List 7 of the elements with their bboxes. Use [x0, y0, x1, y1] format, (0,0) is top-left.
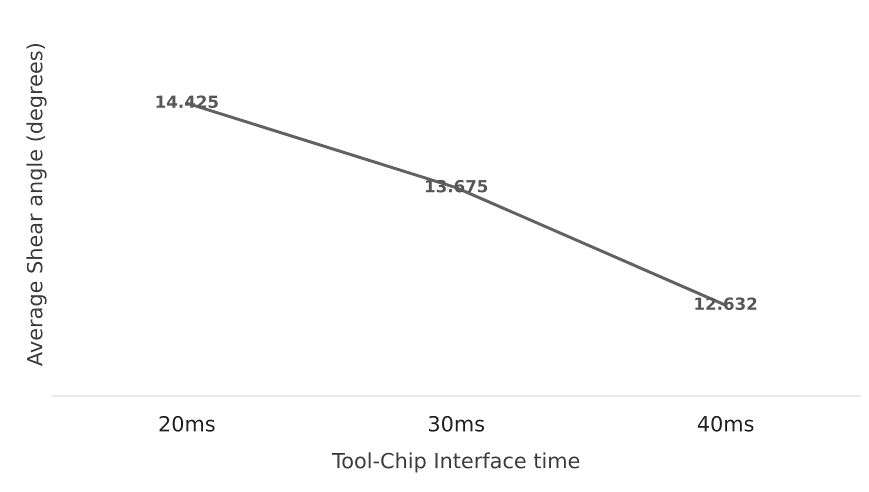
x-tick-label: 20ms: [160, 416, 215, 432]
data-label: 14.425: [156, 95, 218, 108]
y-axis-title: Average Shear angle (degrees): [26, 44, 47, 366]
x-tick-label: 40ms: [698, 416, 754, 432]
x-axis-title: Tool-Chip Interface time: [332, 452, 580, 472]
x-tick-label: 30ms: [428, 416, 484, 432]
data-label: 12.632: [695, 297, 756, 310]
